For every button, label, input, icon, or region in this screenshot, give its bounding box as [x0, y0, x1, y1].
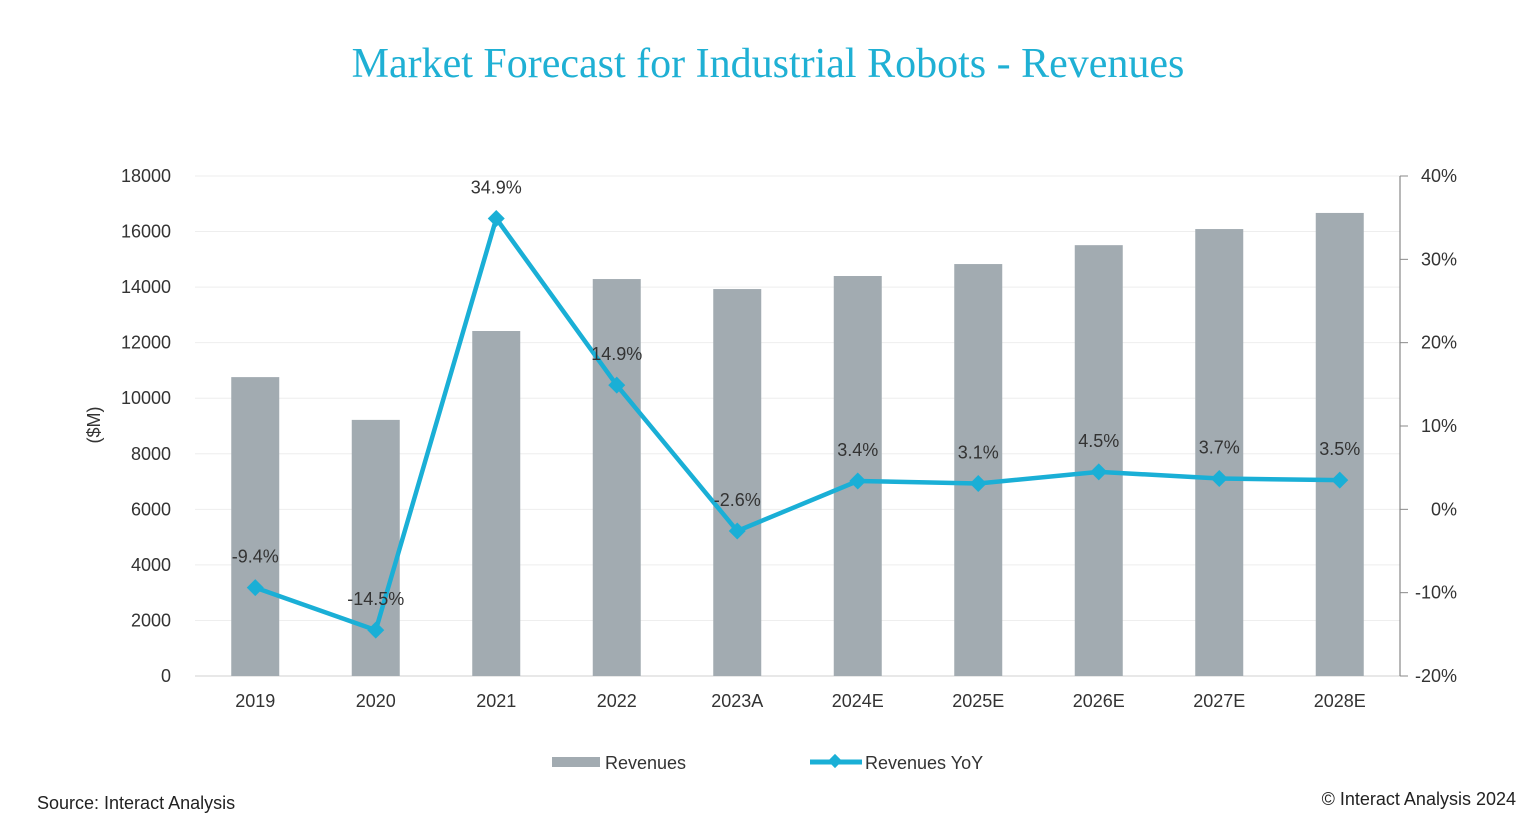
y2-tick-label: 40%	[1421, 166, 1457, 186]
x-tick-label: 2028E	[1314, 691, 1366, 711]
bar-revenue	[954, 264, 1003, 676]
legend-swatch-revenues	[552, 757, 600, 767]
yoy-point-marker	[487, 210, 505, 227]
source-note: Source: Interact Analysis	[37, 793, 236, 813]
x-tick-label: 2027E	[1193, 691, 1245, 711]
y2-tick-label: -20%	[1415, 666, 1457, 686]
x-tick-label: 2021	[476, 691, 516, 711]
y-tick-label: 12000	[121, 333, 171, 353]
y2-tick-label: -10%	[1415, 583, 1457, 603]
y-axis-label: ($M)	[84, 407, 104, 444]
yoy-data-label: 4.5%	[1078, 431, 1119, 451]
x-tick-label: 2022	[597, 691, 637, 711]
bar-revenue	[1074, 245, 1123, 676]
y-tick-label: 18000	[121, 166, 171, 186]
yoy-data-label: -2.6%	[714, 490, 761, 510]
line-revenues-yoy	[254, 216, 1340, 633]
x-tick-label: 2025E	[952, 691, 1004, 711]
bar-revenue	[713, 289, 762, 676]
bar-revenue	[472, 331, 521, 676]
y-tick-label: 2000	[131, 610, 171, 630]
bar-revenue	[1195, 229, 1244, 677]
y2-tick-label: 10%	[1421, 416, 1457, 436]
yoy-data-label: 3.5%	[1319, 439, 1360, 459]
x-tick-label: 2024E	[832, 691, 884, 711]
copyright-note: © Interact Analysis 2024	[1321, 789, 1516, 809]
bar-revenue	[592, 279, 641, 676]
y-tick-label: 4000	[131, 555, 171, 575]
yoy-data-label: 3.7%	[1199, 438, 1240, 458]
legend-marker-icon	[827, 753, 843, 769]
y-tick-label: 16000	[121, 222, 171, 242]
chart-title: Market Forecast for Industrial Robots - …	[351, 41, 1185, 87]
yoy-point-marker	[728, 522, 746, 540]
yoy-data-label: 3.1%	[958, 443, 999, 463]
y-tick-label: 10000	[121, 388, 171, 408]
y-tick-label: 14000	[121, 277, 171, 297]
yoy-data-label: 14.9%	[591, 344, 642, 364]
y-tick-label: 8000	[131, 444, 171, 464]
y2-tick-label: 0%	[1431, 499, 1457, 519]
x-tick-label: 2019	[235, 691, 275, 711]
yoy-point-marker	[608, 376, 626, 394]
bar-revenue	[231, 377, 280, 676]
legend-label-revenues: Revenues	[605, 753, 686, 773]
yoy-point-marker	[246, 579, 264, 597]
yoy-point-marker	[849, 472, 867, 490]
bar-revenue	[1315, 212, 1364, 676]
x-tick-label: 2026E	[1073, 691, 1125, 711]
y2-tick-label: 20%	[1421, 333, 1457, 353]
yoy-data-label: 3.4%	[837, 440, 878, 460]
y-tick-label: 6000	[131, 499, 171, 519]
yoy-point-marker	[367, 621, 385, 639]
x-tick-label: 2023A	[711, 691, 763, 711]
yoy-data-label: 34.9%	[471, 178, 522, 198]
yoy-data-label: -9.4%	[232, 547, 279, 567]
legend-label-revenues-yoy: Revenues YoY	[865, 753, 983, 773]
y-tick-label: 0	[161, 666, 171, 686]
y2-tick-label: 30%	[1421, 249, 1457, 269]
yoy-point-marker	[969, 475, 987, 492]
x-tick-label: 2020	[356, 691, 396, 711]
yoy-data-label: -14.5%	[347, 589, 404, 609]
